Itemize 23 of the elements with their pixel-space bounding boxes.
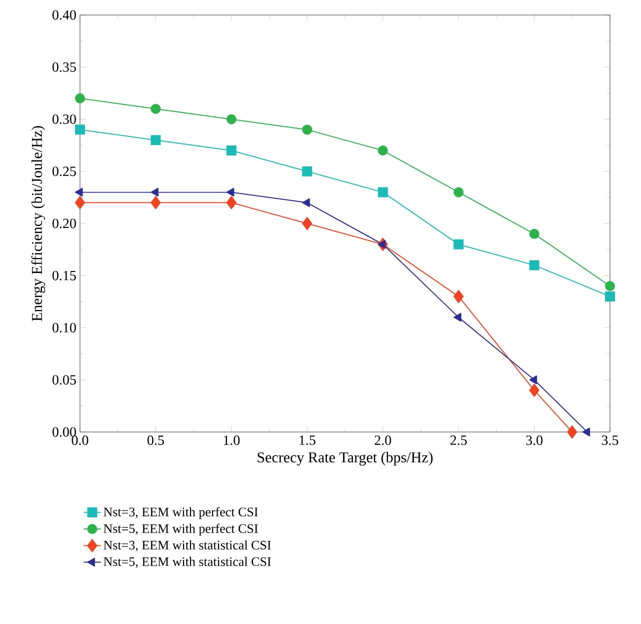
- y-tick-label: 0.15: [52, 270, 76, 280]
- x-tick-label: 1.5: [300, 436, 316, 445]
- x-tick-label: 0.5: [148, 436, 164, 446]
- x-tick-label: 2.5: [450, 436, 467, 445]
- x-tick-label: 3.5: [602, 436, 618, 445]
- y-tick-label: 0.35: [52, 62, 76, 72]
- x-tick-label: 3.0: [526, 436, 542, 446]
- y-tick-label: 0.30: [52, 114, 76, 124]
- legend-label: Nst=5, EEM with perfect CSI: [104, 524, 258, 536]
- legend-label: Nst=3, EEM with statistical CSI: [104, 540, 271, 552]
- x-tick-label: 0.0: [72, 436, 88, 446]
- y-axis-title: Energy Efficiency (bit/Joule/Hz): [31, 126, 46, 322]
- y-tick-label: 0.20: [52, 218, 76, 228]
- legend-label: Nst=3, EEM with perfect CSI: [104, 507, 258, 519]
- x-tick-label: 2.0: [374, 436, 392, 446]
- x-axis-title: Secrecy Rate Target (bps/Hz): [258, 452, 433, 466]
- x-tick-label: 1.0: [224, 436, 240, 446]
- y-tick-label: 0.00: [52, 427, 76, 437]
- y-tick-label: 0.25: [52, 166, 76, 176]
- y-tick-label: 0.05: [52, 375, 76, 385]
- y-tick-label: 0.40: [52, 10, 76, 20]
- y-tick-label: 0.10: [52, 322, 76, 333]
- legend-label: Nst=5, EEM with statistical CSI: [104, 556, 271, 568]
